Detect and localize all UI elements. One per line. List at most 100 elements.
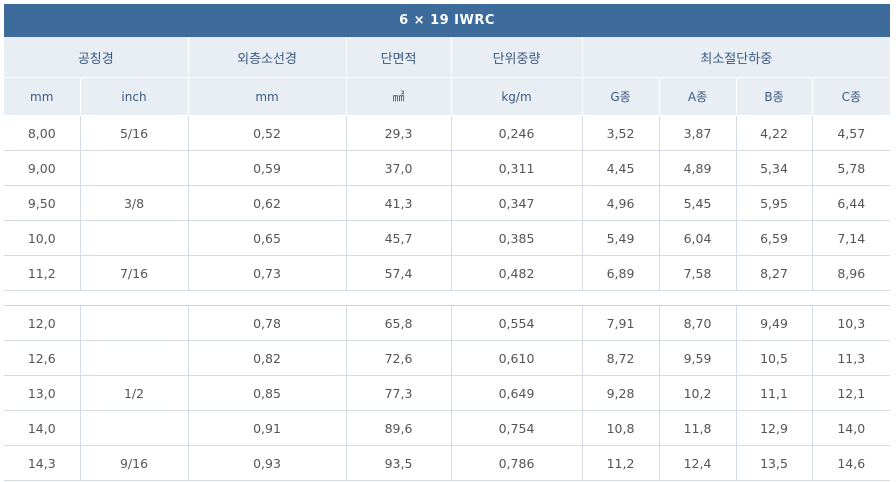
table-cell: 41,3 xyxy=(346,185,452,221)
table-cell: 12,9 xyxy=(736,410,813,446)
table-cell: 0,482 xyxy=(451,255,583,291)
table-cell: 10,3 xyxy=(812,305,891,341)
table-cell: 0,246 xyxy=(451,115,583,151)
table-cell xyxy=(80,410,189,446)
header-unit-weight: 단위중량 xyxy=(451,37,583,78)
table-cell xyxy=(80,340,189,376)
table-cell: 0,754 xyxy=(451,410,583,446)
table-cell: 14,3 xyxy=(4,445,81,481)
table-cell: 8,27 xyxy=(736,255,813,291)
table-cell: 45,7 xyxy=(346,220,452,256)
table-cell xyxy=(80,150,189,186)
header-row-groups: 공칭경 외층소선경 단면적 단위중량 최소절단하중 xyxy=(4,37,891,78)
table-cell: 10,5 xyxy=(736,340,813,376)
table-row: 13,0 1/2 0,85 77,3 0,649 9,28 10,2 11,1 12,1 xyxy=(4,375,891,411)
table-cell: 12,1 xyxy=(812,375,891,411)
table-cell: 13,0 xyxy=(4,375,81,411)
table-cell: 7,58 xyxy=(659,255,737,291)
unit-mm2: ㎟ xyxy=(346,77,452,116)
header-min-breaking-load: 최소절단하중 xyxy=(582,37,891,78)
grade-b: B종 xyxy=(736,77,813,116)
table-cell: 8,00 xyxy=(4,115,81,151)
table-row: 12,0 0,78 65,8 0,554 7,91 8,70 9,49 10,3 xyxy=(4,305,891,341)
table-cell: 6,44 xyxy=(812,185,891,221)
table-cell: 29,3 xyxy=(346,115,452,151)
table-cell: 9,00 xyxy=(4,150,81,186)
table-row: 8,00 5/16 0,52 29,3 0,246 3,52 3,87 4,22 4,57 xyxy=(4,115,891,151)
grade-c: C종 xyxy=(812,77,891,116)
table-cell: 12,6 xyxy=(4,340,81,376)
table-cell: 4,57 xyxy=(812,115,891,151)
table-row: 9,00 0,59 37,0 0,311 4,45 4,89 5,34 5,78 xyxy=(4,150,891,186)
table-title: 6 × 19 IWRC xyxy=(4,4,890,37)
header-outer-wire-diameter: 외층소선경 xyxy=(188,37,347,78)
table-cell: 5/16 xyxy=(80,115,189,151)
table-cell: 0,91 xyxy=(188,410,347,446)
table-cell: 11,1 xyxy=(736,375,813,411)
table-cell: 11,2 xyxy=(4,255,81,291)
table-cell: 37,0 xyxy=(346,150,452,186)
table-cell: 14,6 xyxy=(812,445,891,481)
table-cell: 0,52 xyxy=(188,115,347,151)
unit-kg-per-m: kg/m xyxy=(451,77,583,116)
spacer-cell xyxy=(4,290,891,306)
table-cell: 8,72 xyxy=(582,340,660,376)
table-cell: 0,610 xyxy=(451,340,583,376)
table-cell: 0,78 xyxy=(188,305,347,341)
group-separator xyxy=(4,290,891,306)
table-cell: 0,65 xyxy=(188,220,347,256)
table-row: 11,2 7/16 0,73 57,4 0,482 6,89 7,58 8,27 8,96 xyxy=(4,255,891,291)
table-cell: 4,89 xyxy=(659,150,737,186)
table-row: 14,0 0,91 89,6 0,754 10,8 11,8 12,9 14,0 xyxy=(4,410,891,446)
table-row: 10,0 0,65 45,7 0,385 5,49 6,04 6,59 7,14 xyxy=(4,220,891,256)
table-cell: 6,04 xyxy=(659,220,737,256)
table-cell: 0,62 xyxy=(188,185,347,221)
table-cell: 1/2 xyxy=(80,375,189,411)
unit-inch: inch xyxy=(80,77,189,116)
spec-table: 공칭경 외층소선경 단면적 단위중량 최소절단하중 mm inch mm ㎟ k… xyxy=(4,37,891,481)
table-cell: 3/8 xyxy=(80,185,189,221)
table-cell xyxy=(80,305,189,341)
table-cell: 9/16 xyxy=(80,445,189,481)
table-cell: 57,4 xyxy=(346,255,452,291)
table-cell: 3,87 xyxy=(659,115,737,151)
table-cell: 0,786 xyxy=(451,445,583,481)
table-cell: 4,22 xyxy=(736,115,813,151)
table-cell: 5,78 xyxy=(812,150,891,186)
table-cell: 93,5 xyxy=(346,445,452,481)
table-body-group-1: 8,00 5/16 0,52 29,3 0,246 3,52 3,87 4,22 4,57 9,0… xyxy=(4,115,891,291)
table-cell: 72,6 xyxy=(346,340,452,376)
table-cell: 7,14 xyxy=(812,220,891,256)
spec-table-container: 6 × 19 IWRC 공칭경 외층소선경 단면적 단위중량 최소절단하중 mm… xyxy=(4,4,891,481)
table-cell: 6,89 xyxy=(582,255,660,291)
table-cell: 11,2 xyxy=(582,445,660,481)
unit-mm: mm xyxy=(4,77,81,116)
grade-a: A종 xyxy=(659,77,737,116)
table-cell: 0,93 xyxy=(188,445,347,481)
table-cell: 0,385 xyxy=(451,220,583,256)
unit-wire-mm: mm xyxy=(188,77,347,116)
grade-g: G종 xyxy=(582,77,660,116)
table-row: 14,3 9/16 0,93 93,5 0,786 11,2 12,4 13,5 14,6 xyxy=(4,445,891,481)
table-cell: 8,96 xyxy=(812,255,891,291)
table-cell: 0,554 xyxy=(451,305,583,341)
table-cell: 0,82 xyxy=(188,340,347,376)
table-cell: 11,3 xyxy=(812,340,891,376)
table-cell: 7,91 xyxy=(582,305,660,341)
spacer-row xyxy=(4,290,891,306)
table-cell: 10,8 xyxy=(582,410,660,446)
header-row-units: mm inch mm ㎟ kg/m G종 A종 B종 C종 xyxy=(4,77,891,116)
table-cell: 0,73 xyxy=(188,255,347,291)
header-nominal-diameter: 공칭경 xyxy=(4,37,189,78)
table-cell: 9,49 xyxy=(736,305,813,341)
table-cell: 0,85 xyxy=(188,375,347,411)
table-cell: 12,4 xyxy=(659,445,737,481)
table-cell: 3,52 xyxy=(582,115,660,151)
table-cell: 9,50 xyxy=(4,185,81,221)
table-cell: 11,8 xyxy=(659,410,737,446)
table-cell: 8,70 xyxy=(659,305,737,341)
table-cell: 0,347 xyxy=(451,185,583,221)
table-cell: 4,96 xyxy=(582,185,660,221)
table-cell: 9,59 xyxy=(659,340,737,376)
header-cross-section: 단면적 xyxy=(346,37,452,78)
